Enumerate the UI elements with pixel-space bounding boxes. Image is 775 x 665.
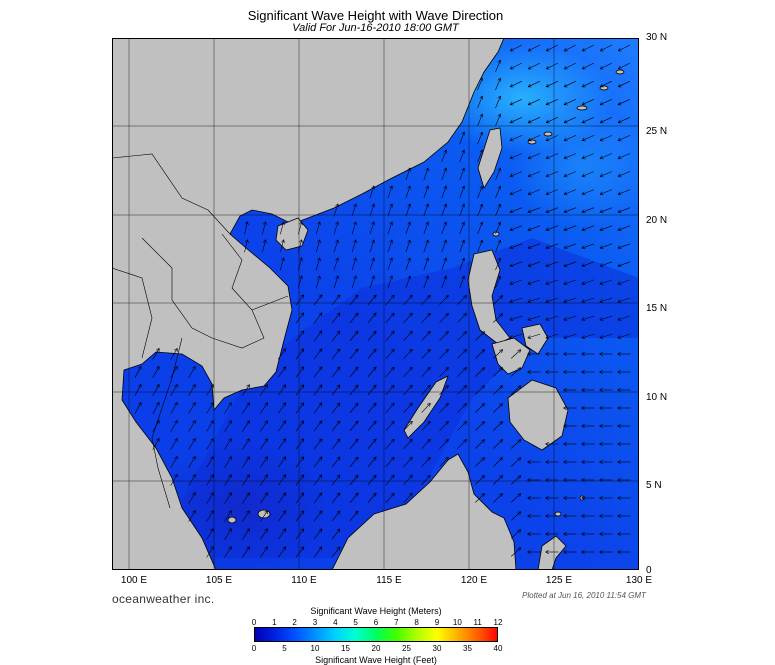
legend-feet-tick: 25 [402,644,411,653]
land [112,38,625,570]
land-mainland [112,38,505,570]
legend-meters-tick: 12 [493,618,503,627]
lon-label-125e: 125 E [545,575,573,586]
lon-label-105e: 105 E [205,575,233,586]
legend-feet-tick: 0 [251,644,257,653]
lat-label-10n: 10 N [646,392,668,403]
land-ryukyu-3 [576,105,588,111]
land-taiwan [477,127,503,189]
legend-meters-tick: 3 [312,618,318,627]
land-talaud [554,511,562,517]
legend-feet-tick: 5 [282,644,287,653]
lat-label-5n: 5 N [646,480,662,491]
land-ryukyu-5 [615,69,625,75]
legend-meters-tick: 2 [292,618,297,627]
lon-label-110e: 110 E [291,575,317,586]
lat-label-30n: 30 N [646,32,668,43]
legend-feet-tick: 40 [493,644,503,653]
legend-meters-tick: 0 [251,618,257,627]
map-frame [112,38,639,570]
map-title: Significant Wave Height with Wave Direct… [247,8,504,23]
lon-label-115e: 115 E [376,575,402,586]
map-subtitle: Valid For Jun-16-2010 18:00 GMT [292,22,459,34]
brand-text: oceanweather inc. [112,592,215,606]
country-borders [112,153,289,509]
legend-meters-tick: 8 [414,618,419,627]
legend-feet-tick: 15 [341,644,350,653]
land-palawan [403,375,449,439]
land-visayas-2 [521,323,549,355]
legend-meters-tick: 11 [473,618,482,627]
legend-meters-tick: 7 [394,618,399,627]
plotted-timestamp: Plotted at Jun 16, 2010 11:54 GMT [522,591,646,600]
wave-height-map [112,38,639,570]
land-ryukyu-2 [543,131,553,137]
lat-label-25n: 25 N [646,126,668,137]
land-batanes [492,231,500,237]
legend-feet-tick: 35 [463,644,472,653]
wave-direction-arrows [134,44,631,558]
lon-label-130e: 130 E [625,575,653,586]
legend-feet-tick: 30 [432,644,442,653]
land-mindanao [507,379,569,451]
legend-color-bar [254,627,498,642]
legend-meters-tick: 1 [272,618,277,627]
lat-label-0: 0 [646,565,652,576]
legend-meters-tick: 9 [434,618,440,627]
legend-feet-tick: 10 [310,644,320,653]
land-visayas [491,337,531,375]
land-borneo [331,453,517,570]
lon-label-100e: 100 E [120,575,148,586]
legend-meters-title: Significant Wave Height (Meters) [310,606,442,616]
legend-feet-title: Significant Wave Height (Feet) [315,655,437,665]
legend-feet-tick: 20 [371,644,381,653]
legend-meters-tick: 4 [333,618,338,627]
lon-label-120e: 120 E [460,575,488,586]
land-sulawesi [537,535,567,570]
land-anambas [227,516,237,524]
legend-meters-tick: 10 [452,618,462,627]
lat-label-15n: 15 N [646,303,668,314]
lat-label-20n: 20 N [646,215,668,226]
land-natuna [257,509,271,519]
legend-meters-tick: 5 [353,618,358,627]
wave-swell-mid [512,108,639,228]
legend-meters-tick: 6 [373,618,379,627]
